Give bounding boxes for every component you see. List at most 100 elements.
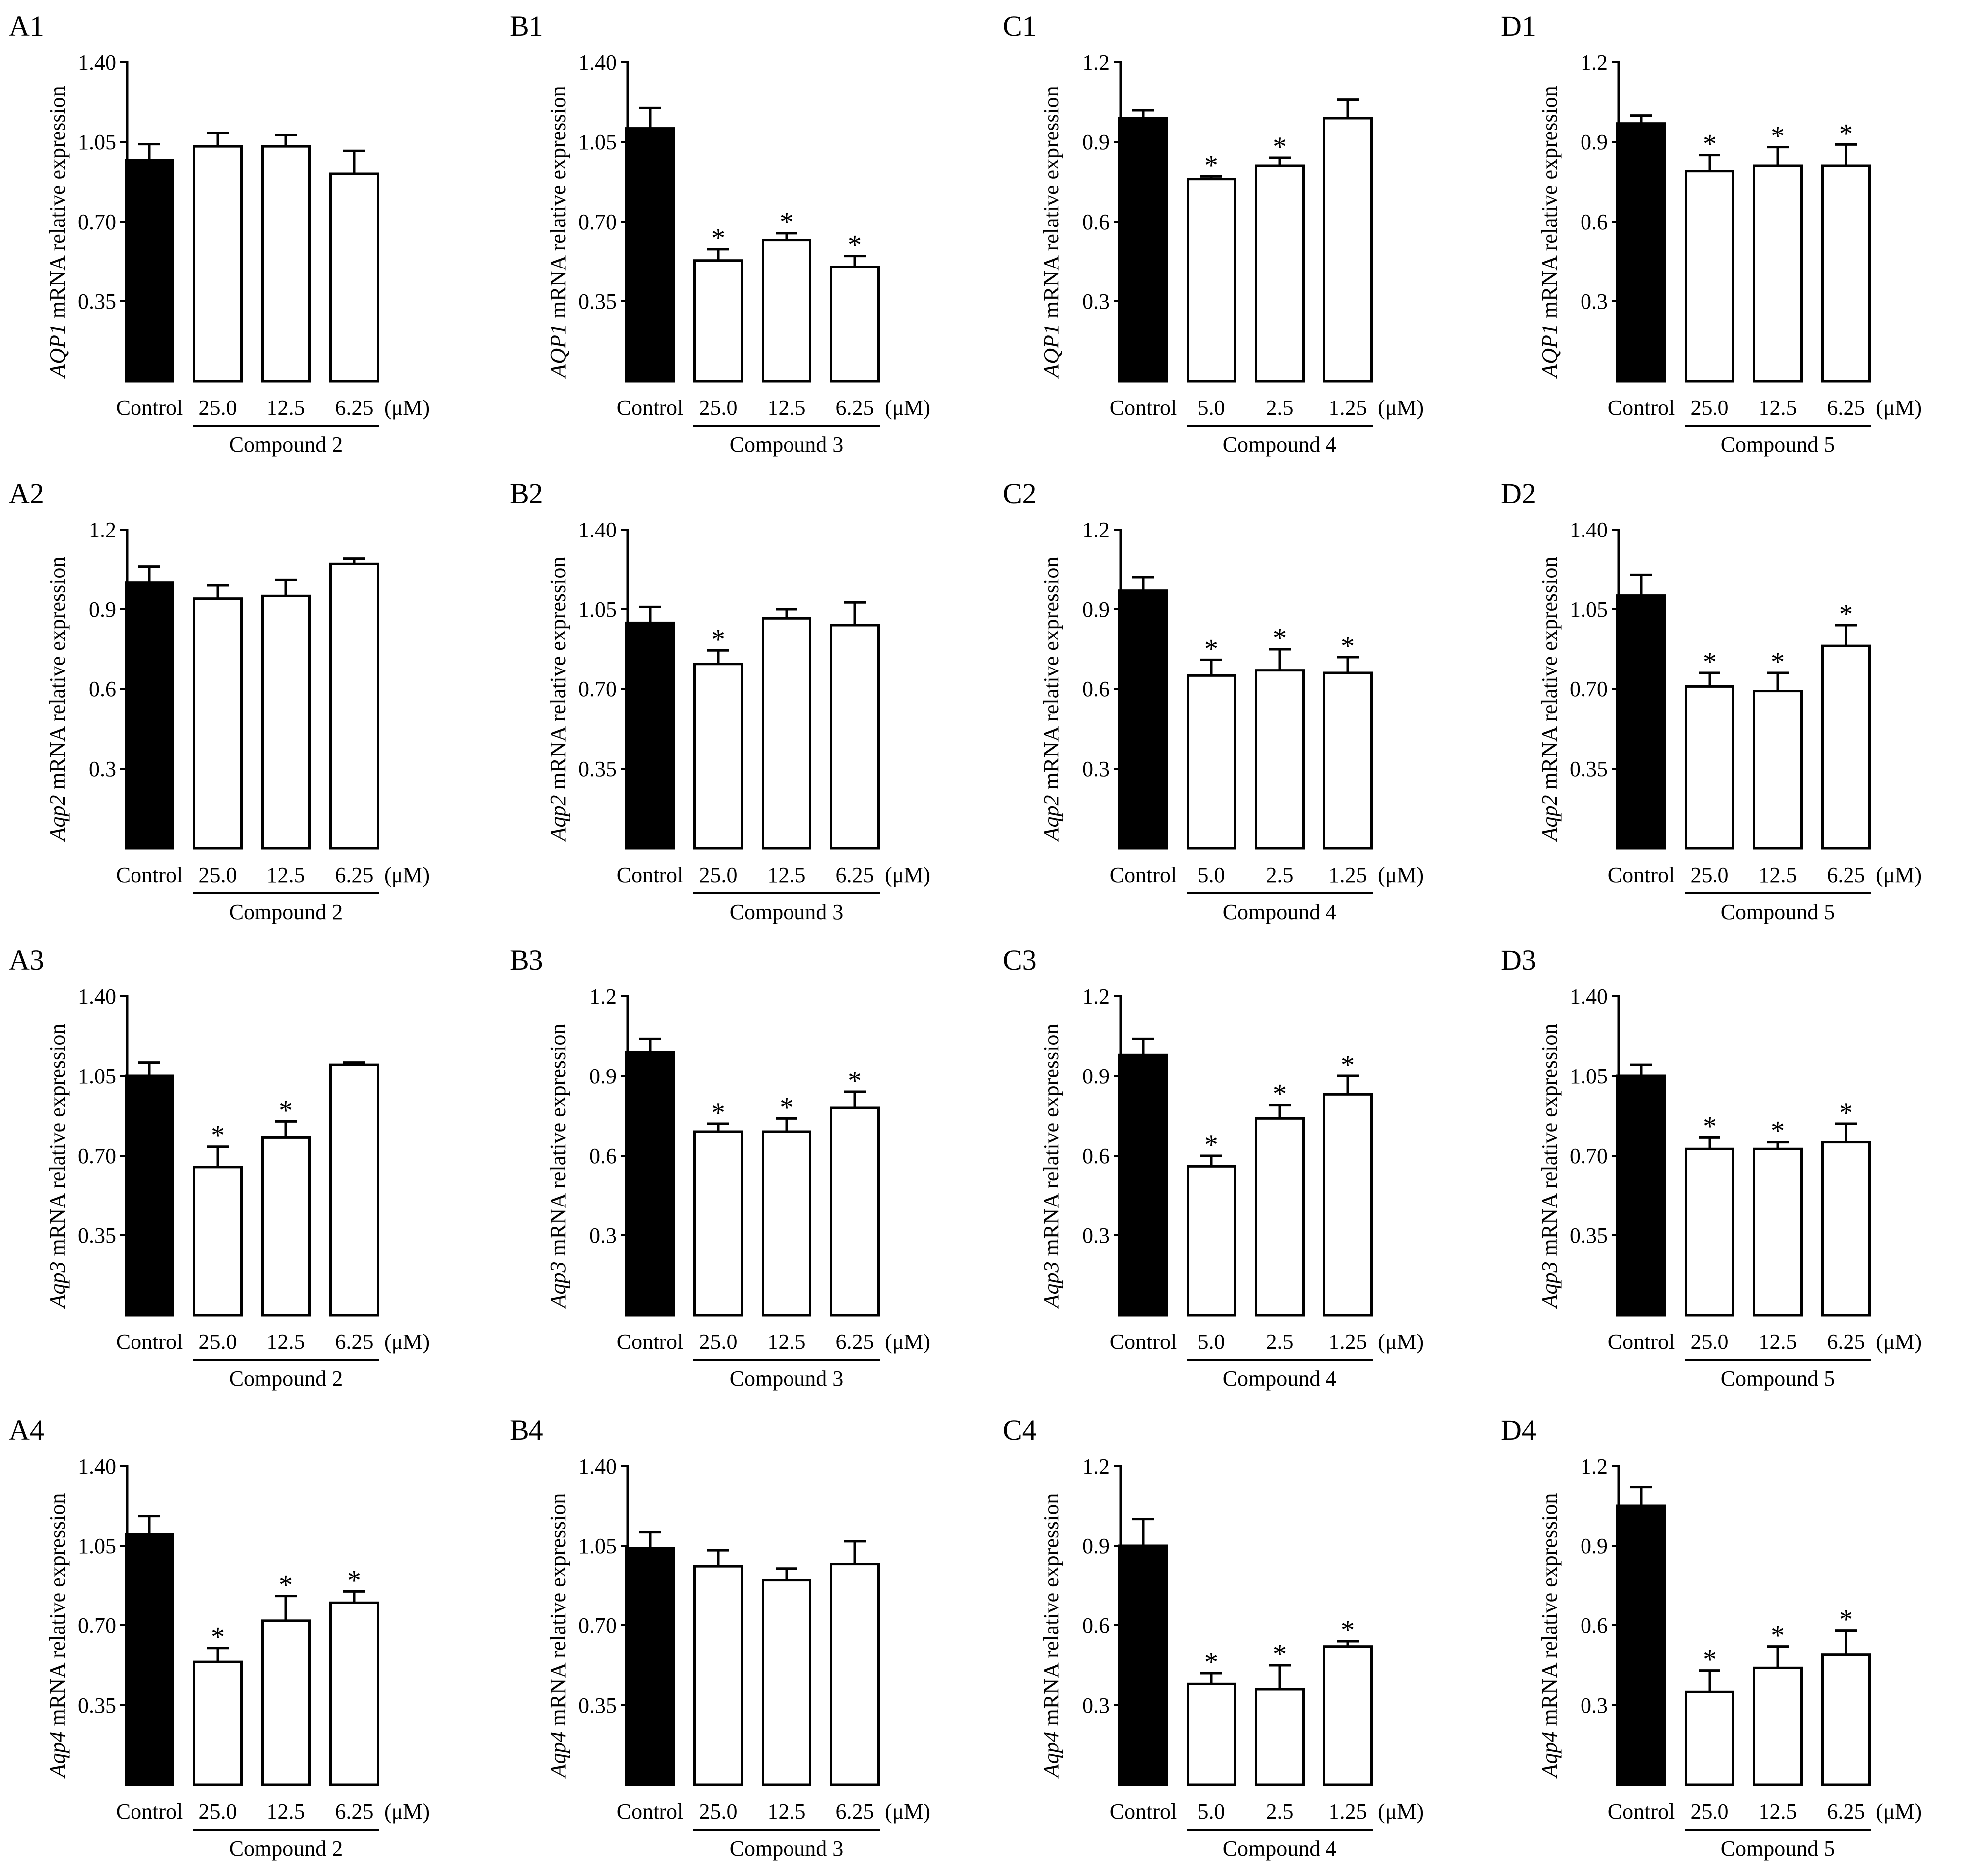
significance-star: * (1273, 1639, 1287, 1670)
bar-25.0 (193, 145, 243, 383)
x-tick-label: Control (116, 863, 183, 887)
x-tick-label: 12.5 (1759, 1799, 1797, 1824)
y-tick-label: 1.05 (578, 130, 617, 154)
bar-6.25 (329, 1601, 379, 1786)
significance-star: * (1341, 1050, 1355, 1080)
bar-25.0 (1685, 1147, 1734, 1317)
significance-star: * (1273, 1079, 1287, 1110)
y-axis-label-text: mRNA relative expression (1537, 1493, 1562, 1732)
y-tick-label: 1.2 (1082, 518, 1110, 542)
unit-label: (μM) (384, 863, 430, 887)
y-axis-label: Aqp3 mRNA relative expression (45, 1024, 70, 1310)
y-tick-label: 1.40 (1570, 984, 1608, 1009)
y-axis-gene: Aqp4 (546, 1731, 570, 1779)
bar-12.5 (762, 239, 811, 383)
panel-label: D3 (1501, 944, 1536, 976)
y-axis-label-text: mRNA relative expression (1537, 86, 1562, 324)
y-tick-label: 0.6 (1082, 210, 1110, 234)
group-label: Compound 5 (1721, 432, 1835, 457)
y-tick-label: 0.6 (1082, 1144, 1110, 1168)
x-tick-label: 1.25 (1329, 1799, 1367, 1824)
x-tick-label: 25.0 (199, 1799, 237, 1824)
y-axis-label-text: mRNA relative expression (1039, 1024, 1063, 1262)
significance-star: * (780, 1092, 793, 1123)
y-axis-gene: Aqp4 (1537, 1731, 1562, 1779)
bar-25.0 (193, 1660, 243, 1786)
significance-star: * (1771, 1620, 1785, 1651)
chart-panel-a1: A1 AQP1 mRNA relative expression 0.35 0.70 1… (9, 10, 430, 457)
significance-star: * (279, 1570, 293, 1601)
significance-star: * (711, 624, 725, 655)
bar-25.0 (693, 259, 743, 383)
significance-star: * (711, 1097, 725, 1128)
unit-label: (μM) (1876, 1330, 1922, 1354)
panel-label: D1 (1501, 10, 1536, 42)
x-tick-label: 6.25 (1827, 396, 1865, 420)
y-axis-gene: AQP1 (546, 324, 570, 379)
significance-star: * (711, 223, 725, 254)
group-label: Compound 3 (730, 1836, 844, 1861)
significance-star: * (1341, 631, 1355, 662)
y-tick-label: 0.6 (1581, 210, 1608, 234)
bar-25.0 (193, 1166, 243, 1317)
unit-label: (μM) (1876, 1799, 1922, 1824)
significance-star: * (211, 1622, 225, 1653)
panel-label: C1 (1003, 10, 1037, 42)
x-tick-label: 1.25 (1329, 396, 1367, 420)
panel-label: D4 (1501, 1414, 1536, 1446)
y-tick-label: 0.6 (1082, 1613, 1110, 1638)
panel-label: B1 (510, 10, 543, 42)
y-tick-label: 1.2 (1581, 50, 1608, 75)
bar-control (1118, 1544, 1168, 1786)
bar-control (125, 581, 174, 850)
bar-12.5 (762, 617, 811, 850)
significance-star: * (279, 1095, 293, 1126)
bar-5.0 (1187, 1165, 1236, 1317)
x-tick-label: 2.5 (1266, 1330, 1294, 1354)
significance-star: * (780, 207, 793, 238)
y-tick-label: 0.9 (1082, 1534, 1110, 1558)
bar-25.0 (1685, 170, 1734, 383)
x-tick-label: Control (617, 1799, 683, 1824)
x-tick-label: 6.25 (836, 1799, 874, 1824)
y-tick-label: 0.6 (1581, 1613, 1608, 1638)
panel-label: A2 (9, 477, 44, 510)
y-axis-gene: Aqp3 (45, 1261, 70, 1309)
y-tick-label: 1.05 (1570, 1064, 1608, 1088)
y-axis-gene: Aqp4 (45, 1731, 70, 1779)
bar-2.5 (1255, 1117, 1305, 1317)
x-tick-label: Control (1110, 1330, 1177, 1354)
bar-6.25 (830, 1563, 880, 1786)
unit-label: (μM) (885, 396, 930, 420)
y-axis-gene: Aqp2 (1039, 795, 1063, 842)
bar-25.0 (693, 1565, 743, 1786)
y-tick-label: 0.3 (1082, 289, 1110, 314)
y-tick-label: 1.2 (1082, 1454, 1110, 1478)
panel-label: C3 (1003, 944, 1037, 976)
chart-panel-b4: B4 Aqp4 mRNA relative expression 0.35 0.70 1… (510, 1414, 930, 1861)
significance-star: * (1341, 1615, 1355, 1646)
unit-label: (μM) (885, 1330, 930, 1354)
y-tick-label: 1.05 (78, 1534, 116, 1558)
y-tick-label: 1.05 (578, 597, 617, 622)
y-tick-label: 0.70 (1570, 1144, 1608, 1168)
bar-6.25 (329, 1063, 379, 1317)
y-axis-label-text: mRNA relative expression (1039, 86, 1063, 324)
unit-label: (μM) (384, 1330, 430, 1354)
y-axis-gene: Aqp3 (1537, 1261, 1562, 1309)
y-axis-label: Aqp2 mRNA relative expression (45, 557, 70, 843)
significance-star: * (1703, 1644, 1716, 1675)
bar-1.25 (1323, 117, 1373, 383)
significance-star: * (1204, 150, 1218, 181)
y-tick-label: 0.6 (89, 677, 116, 701)
y-tick-label: 0.35 (578, 757, 617, 781)
x-tick-label: 25.0 (699, 396, 738, 420)
x-tick-label: 5.0 (1198, 396, 1225, 420)
unit-label: (μM) (384, 396, 430, 420)
y-axis-label: AQP1 mRNA relative expression (1537, 86, 1562, 379)
chart-panel-c3: C3 Aqp3 mRNA relative expression 0.3 0.6 0.9… (1003, 944, 1424, 1391)
bar-12.5 (1753, 1666, 1803, 1786)
bar-control (125, 1533, 174, 1786)
x-tick-label: Control (116, 1799, 183, 1824)
significance-star: * (1204, 1647, 1218, 1678)
